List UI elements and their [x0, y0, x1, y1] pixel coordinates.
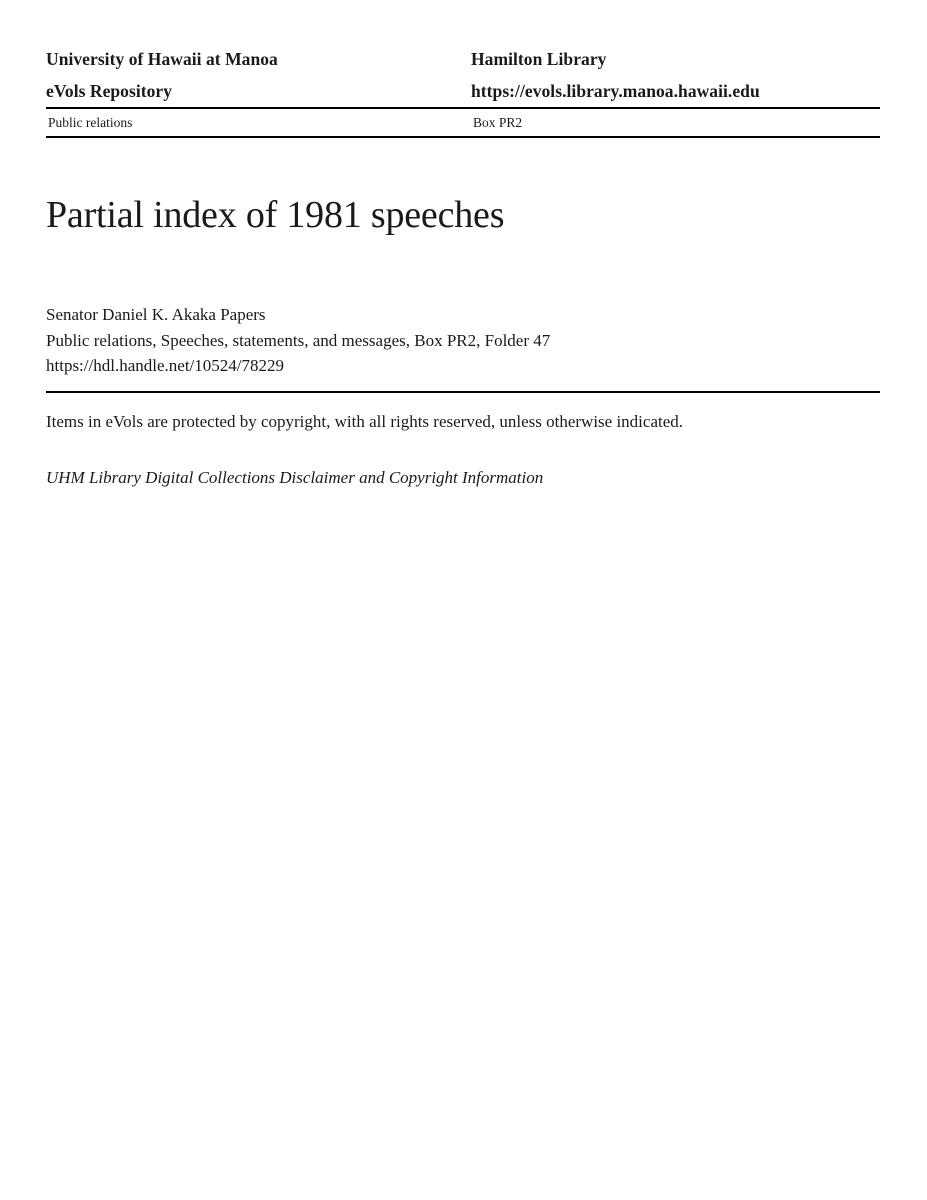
page-title: Partial index of 1981 speeches [46, 194, 505, 236]
header-series-cell: Public relations [46, 109, 471, 136]
collection-series-label: Public relations [48, 115, 133, 130]
repository-name: eVols Repository [46, 81, 173, 101]
header-rule-top [46, 107, 880, 109]
document-header: University of Hawaii at Manoa Hamilton L… [46, 44, 880, 138]
library-name: Hamilton Library [471, 49, 607, 69]
metadata-collection: Senator Daniel K. Akaka Papers [46, 305, 266, 324]
header-url-cell: https://evols.library.manoa.hawaii.edu [471, 75, 880, 109]
disclaimer-link[interactable]: UHM Library Digital Collections Disclaim… [46, 468, 544, 487]
repository-url[interactable]: https://evols.library.manoa.hawaii.edu [471, 81, 760, 101]
box-label: Box PR2 [473, 115, 523, 130]
header-institution-cell: University of Hawaii at Manoa [46, 44, 471, 76]
metadata-block: Senator Daniel K. Akaka Papers Public re… [46, 302, 880, 379]
header-row-primary: University of Hawaii at Manoa Hamilton L… [46, 44, 880, 75]
header-row-tertiary: Public relations Box PR2 [46, 109, 880, 136]
header-repository-cell: eVols Repository [46, 75, 471, 109]
header-library-cell: Hamilton Library [471, 44, 880, 76]
header-rule-bottom [46, 136, 880, 138]
institution-name: University of Hawaii at Manoa [46, 49, 278, 69]
rights-block: Items in eVols are protected by copyrigh… [46, 410, 880, 434]
metadata-series-location: Public relations, Speeches, statements, … [46, 330, 551, 350]
metadata-handle-url[interactable]: https://hdl.handle.net/10524/78229 [46, 356, 284, 375]
header-box-cell: Box PR2 [471, 109, 880, 136]
rights-statement: Items in eVols are protected by copyrigh… [46, 412, 684, 431]
rights-rule [46, 391, 880, 393]
header-row-secondary: eVols Repository https://evols.library.m… [46, 75, 880, 107]
